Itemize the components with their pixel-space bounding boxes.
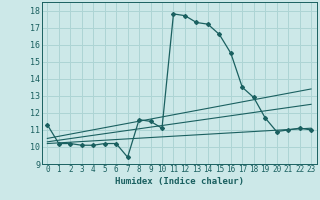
X-axis label: Humidex (Indice chaleur): Humidex (Indice chaleur) [115,177,244,186]
